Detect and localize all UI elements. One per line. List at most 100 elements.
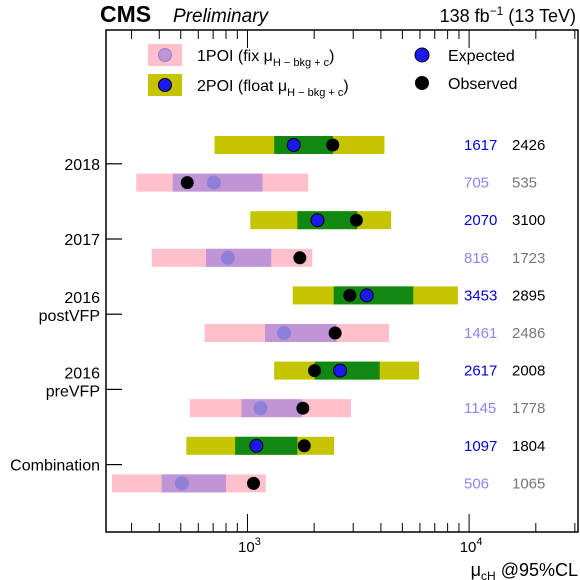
legend-expected-marker — [414, 47, 430, 63]
observed-value-label: 1065 — [512, 475, 545, 492]
observed-value-label: 1778 — [512, 400, 545, 417]
band-1sigma — [161, 474, 226, 493]
x-axis: 103 104 — [131, 30, 576, 556]
legend: 1POI (fix μH − bkg + c) 2POI (float μH −… — [148, 44, 517, 99]
limit-row: 506 1065 — [112, 474, 545, 493]
energy-label: (13 TeV) — [503, 6, 576, 26]
expected-marker — [220, 250, 235, 265]
limit-row: 1097 1804 — [186, 436, 545, 455]
expected-value-label: 1461 — [464, 325, 497, 342]
x-axis-label-suffix: @95%CL — [496, 560, 578, 580]
observed-value-label: 3100 — [512, 212, 545, 229]
limit-row: 2617 2008 — [274, 361, 545, 380]
legend-observed-label: Observed — [448, 76, 517, 93]
expected-value-label: 2070 — [464, 212, 497, 229]
expected-value-label: 2617 — [464, 363, 497, 380]
expected-marker — [249, 438, 264, 453]
band-1sigma — [274, 136, 333, 154]
observed-value-label: 1723 — [512, 250, 545, 267]
limit-row: 816 1723 — [151, 248, 545, 267]
group-label: 2018 — [64, 157, 100, 174]
x-tick-base: 10 — [460, 539, 477, 556]
group-label: 2017 — [64, 232, 100, 249]
legend-poi2-close: ) — [343, 78, 348, 95]
group-label: postVFP — [39, 308, 100, 325]
band-1sigma — [297, 211, 358, 230]
expected-value-label: 705 — [464, 175, 489, 192]
legend-poi2-label: 2POI (float μH − bkg + c) — [197, 78, 349, 99]
expected-marker — [174, 476, 189, 491]
limit-rows: 1617 2426 705 535 2070 3100 816 1723 3453 2895 146… — [112, 136, 545, 493]
group-label: 2016 — [64, 365, 100, 382]
legend-poi1-text: 1POI (fix μ — [197, 48, 273, 65]
legend-poi1-marker — [158, 48, 172, 62]
x-tick-exponent: 4 — [476, 536, 482, 548]
legend-poi1-label: 1POI (fix μH − bkg + c) — [197, 48, 335, 69]
lumi-value: 138 fb — [440, 6, 490, 26]
observed-marker — [293, 251, 307, 265]
expected-value-label: 506 — [464, 475, 489, 492]
band-1sigma — [265, 324, 337, 342]
limit-row: 1461 2486 — [204, 324, 545, 342]
observed-value-label: 2895 — [512, 287, 545, 304]
limit-row: 2070 3100 — [250, 211, 545, 230]
x-axis-label-mu: μ — [471, 560, 481, 580]
observed-value-label: 535 — [512, 175, 537, 192]
x-axis-label-sub: cH — [481, 569, 496, 580]
observed-marker — [296, 401, 310, 415]
legend-expected-label: Expected — [448, 48, 515, 65]
x-tick-label: 103 — [238, 536, 261, 556]
plot-frame — [105, 29, 579, 533]
legend-poi2-marker — [158, 78, 172, 92]
expected-value-label: 1145 — [464, 400, 496, 417]
expected-value-label: 1617 — [464, 137, 497, 154]
observed-value-label: 1804 — [512, 438, 545, 455]
lumi-label: 138 fb−1 (13 TeV) — [440, 4, 576, 26]
observed-value-label: 2008 — [512, 363, 545, 380]
expected-marker — [359, 288, 374, 303]
expected-value-label: 3453 — [464, 287, 497, 304]
expected-marker — [276, 326, 291, 340]
limit-row: 1617 2426 — [214, 136, 545, 154]
lumi-exponent: −1 — [490, 4, 504, 18]
group-label: preVFP — [46, 383, 100, 400]
expected-marker — [310, 213, 325, 228]
observed-marker — [297, 439, 311, 453]
limit-row: 1145 1778 — [189, 399, 545, 418]
expected-value-label: 816 — [464, 250, 489, 267]
limit-row: 705 535 — [136, 173, 537, 192]
band-1sigma — [205, 248, 272, 267]
observed-value-label: 2486 — [512, 325, 545, 342]
x-axis-label: μcH @95%CL — [471, 560, 578, 580]
expected-marker — [253, 401, 268, 416]
band-1sigma — [241, 399, 302, 418]
expected-marker — [206, 175, 221, 190]
group-label: 2016 — [64, 290, 100, 307]
legend-poi2-text: 2POI (float μ — [197, 78, 287, 95]
experiment-label: CMS — [100, 1, 151, 27]
observed-marker — [247, 476, 261, 490]
x-tick-label: 104 — [460, 536, 483, 556]
status-label: Preliminary — [173, 6, 270, 27]
observed-marker — [343, 288, 357, 302]
expected-value-label: 1097 — [464, 438, 497, 455]
x-tick-base: 10 — [238, 539, 255, 556]
limit-row: 3453 2895 — [292, 286, 545, 305]
x-tick-exponent: 3 — [255, 536, 261, 548]
observed-marker — [326, 138, 340, 152]
observed-marker — [180, 176, 194, 190]
expected-marker — [286, 138, 301, 152]
group-label: Combination — [10, 458, 100, 475]
band-1sigma — [235, 436, 298, 455]
observed-marker — [328, 326, 342, 340]
band-1sigma — [314, 361, 380, 380]
legend-poi2-sub: H − bkg + c — [287, 87, 344, 99]
expected-marker — [333, 363, 348, 378]
legend-poi1-close: ) — [329, 48, 334, 65]
observed-value-label: 2426 — [512, 137, 545, 154]
observed-marker — [349, 213, 363, 227]
legend-poi1-sub: H − bkg + c — [273, 57, 330, 69]
observed-marker — [308, 364, 322, 378]
legend-observed-marker — [415, 76, 429, 90]
